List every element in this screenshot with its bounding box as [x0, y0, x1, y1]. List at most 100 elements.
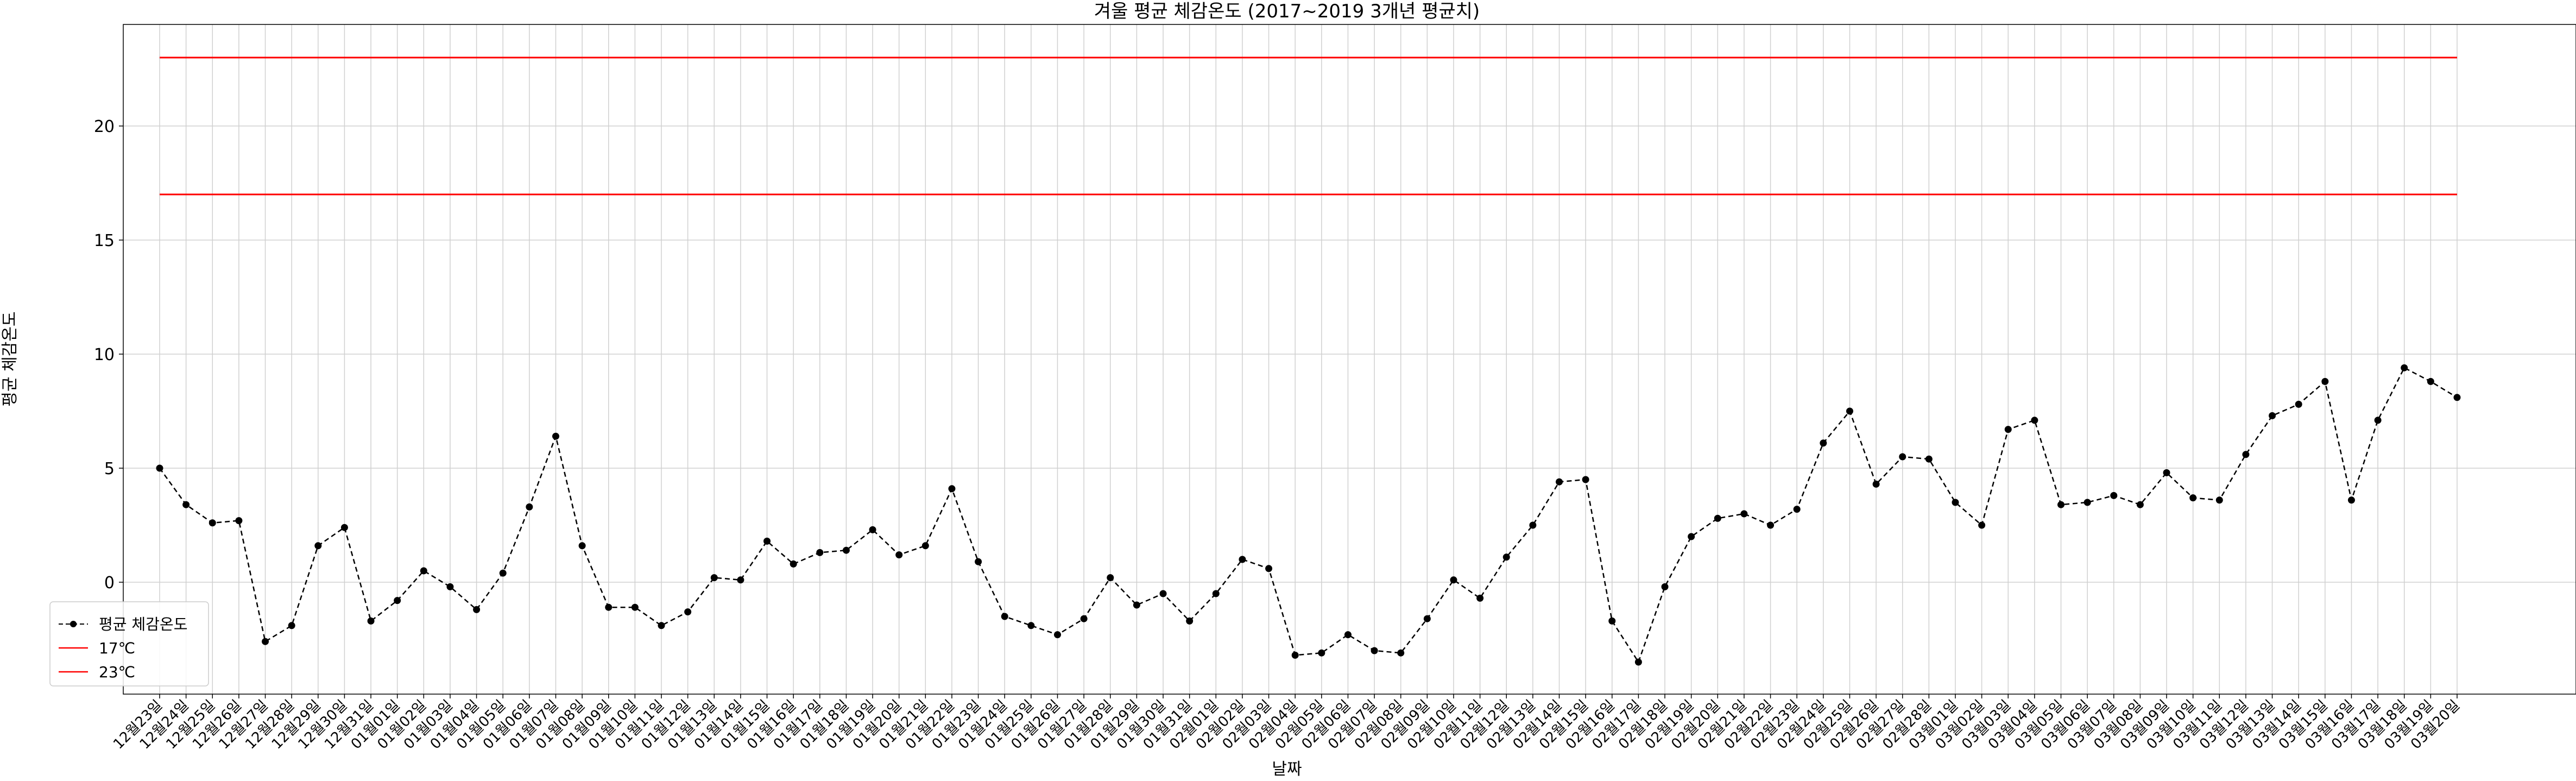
data-point — [499, 569, 507, 577]
series-line — [159, 367, 2458, 664]
legend-label-series: 평균 체감온도 — [99, 615, 187, 633]
data-point — [1582, 476, 1589, 483]
data-point — [1001, 613, 1008, 620]
data-point — [367, 617, 375, 625]
y-tick-label: 20 — [94, 117, 115, 136]
data-point — [1899, 453, 1906, 461]
data-point — [209, 519, 216, 527]
data-point — [2031, 417, 2038, 424]
data-point — [1556, 478, 1563, 486]
data-point — [446, 583, 454, 590]
data-point — [288, 622, 295, 629]
data-point — [2242, 451, 2250, 458]
y-tick-label: 0 — [104, 574, 115, 593]
legend: 평균 체감온도 17℃ 23℃ — [49, 601, 209, 686]
data-point — [552, 432, 559, 440]
data-point — [2374, 417, 2382, 424]
data-point — [2083, 499, 2091, 506]
data-point — [842, 546, 850, 554]
y-tick-label: 15 — [94, 231, 115, 250]
legend-box — [49, 601, 209, 686]
y-axis-label: 평균 체감온도 — [1, 311, 20, 406]
data-point — [2215, 496, 2223, 504]
x-axis-ticks: 12월23일12월24일12월25일12월26일12월27일12월28일12월2… — [110, 694, 2463, 753]
data-point — [1265, 565, 1273, 572]
data-point — [1291, 651, 1299, 659]
data-point — [684, 608, 692, 616]
y-tick-label: 5 — [104, 459, 115, 478]
y-tick-label: 10 — [94, 345, 115, 364]
data-point — [1476, 594, 1484, 602]
legend-label-17: 17℃ — [99, 639, 135, 657]
data-point — [895, 551, 903, 559]
data-point — [1925, 455, 1933, 463]
data-point — [156, 464, 163, 472]
data-point — [1793, 506, 1801, 513]
grid-lines — [123, 24, 2576, 694]
data-point — [1159, 590, 1167, 597]
data-series — [156, 364, 2461, 666]
data-point — [658, 622, 665, 629]
data-point — [975, 558, 982, 565]
data-point — [631, 603, 639, 611]
chart-title: 겨울 평균 체감온도 (2017~2019 3개년 평균치) — [1094, 1, 1480, 22]
data-point — [2269, 412, 2276, 419]
data-point — [578, 542, 586, 550]
data-point — [314, 542, 322, 550]
data-point — [869, 526, 876, 533]
data-point — [763, 537, 771, 545]
data-point — [235, 517, 243, 525]
legend-marker-series — [70, 621, 77, 627]
data-point — [1661, 583, 1669, 590]
data-point — [1397, 649, 1405, 657]
data-point — [1714, 514, 1721, 522]
data-point — [1133, 601, 1140, 609]
x-axis-label: 날짜 — [1272, 760, 1302, 779]
data-point — [710, 574, 718, 582]
data-point — [2110, 492, 2118, 499]
data-point — [1318, 649, 1325, 657]
data-point — [1634, 658, 1642, 666]
data-point — [2057, 501, 2065, 508]
data-point — [1502, 553, 1510, 561]
data-point — [1978, 521, 1986, 529]
data-point — [182, 501, 190, 508]
data-point — [340, 524, 348, 531]
data-point — [1450, 576, 1457, 584]
data-point — [262, 638, 269, 645]
data-point — [2401, 364, 2408, 371]
data-point — [1740, 510, 1748, 518]
data-point — [1872, 480, 1880, 488]
data-point — [1212, 590, 1220, 597]
data-point — [1080, 615, 1088, 622]
data-point — [2136, 501, 2144, 508]
data-point — [948, 485, 956, 493]
data-point — [816, 549, 824, 556]
reference-lines — [160, 56, 2457, 196]
data-point — [1344, 631, 1352, 639]
data-point — [2453, 394, 2461, 401]
data-point — [1820, 439, 1827, 447]
data-point — [2295, 400, 2302, 408]
data-point — [2427, 377, 2434, 385]
data-point — [1107, 574, 1114, 582]
data-point — [790, 560, 797, 568]
data-point — [2347, 496, 2355, 504]
data-point — [1371, 647, 1378, 654]
data-point — [1529, 521, 1537, 529]
data-point — [2163, 469, 2170, 476]
data-point — [394, 597, 401, 604]
data-point — [1846, 407, 1853, 415]
data-point — [2321, 377, 2329, 385]
data-point — [526, 503, 533, 511]
data-point — [737, 576, 744, 584]
data-point — [1608, 617, 1616, 625]
data-point — [1952, 499, 1959, 506]
legend-label-23: 23℃ — [99, 663, 135, 681]
data-point — [2189, 494, 2197, 502]
data-point — [1186, 617, 1194, 625]
y-axis-ticks: 0 5 10 15 20 — [94, 117, 123, 593]
data-point — [1767, 521, 1775, 529]
data-point — [1239, 556, 1246, 563]
data-point — [2004, 426, 2012, 433]
